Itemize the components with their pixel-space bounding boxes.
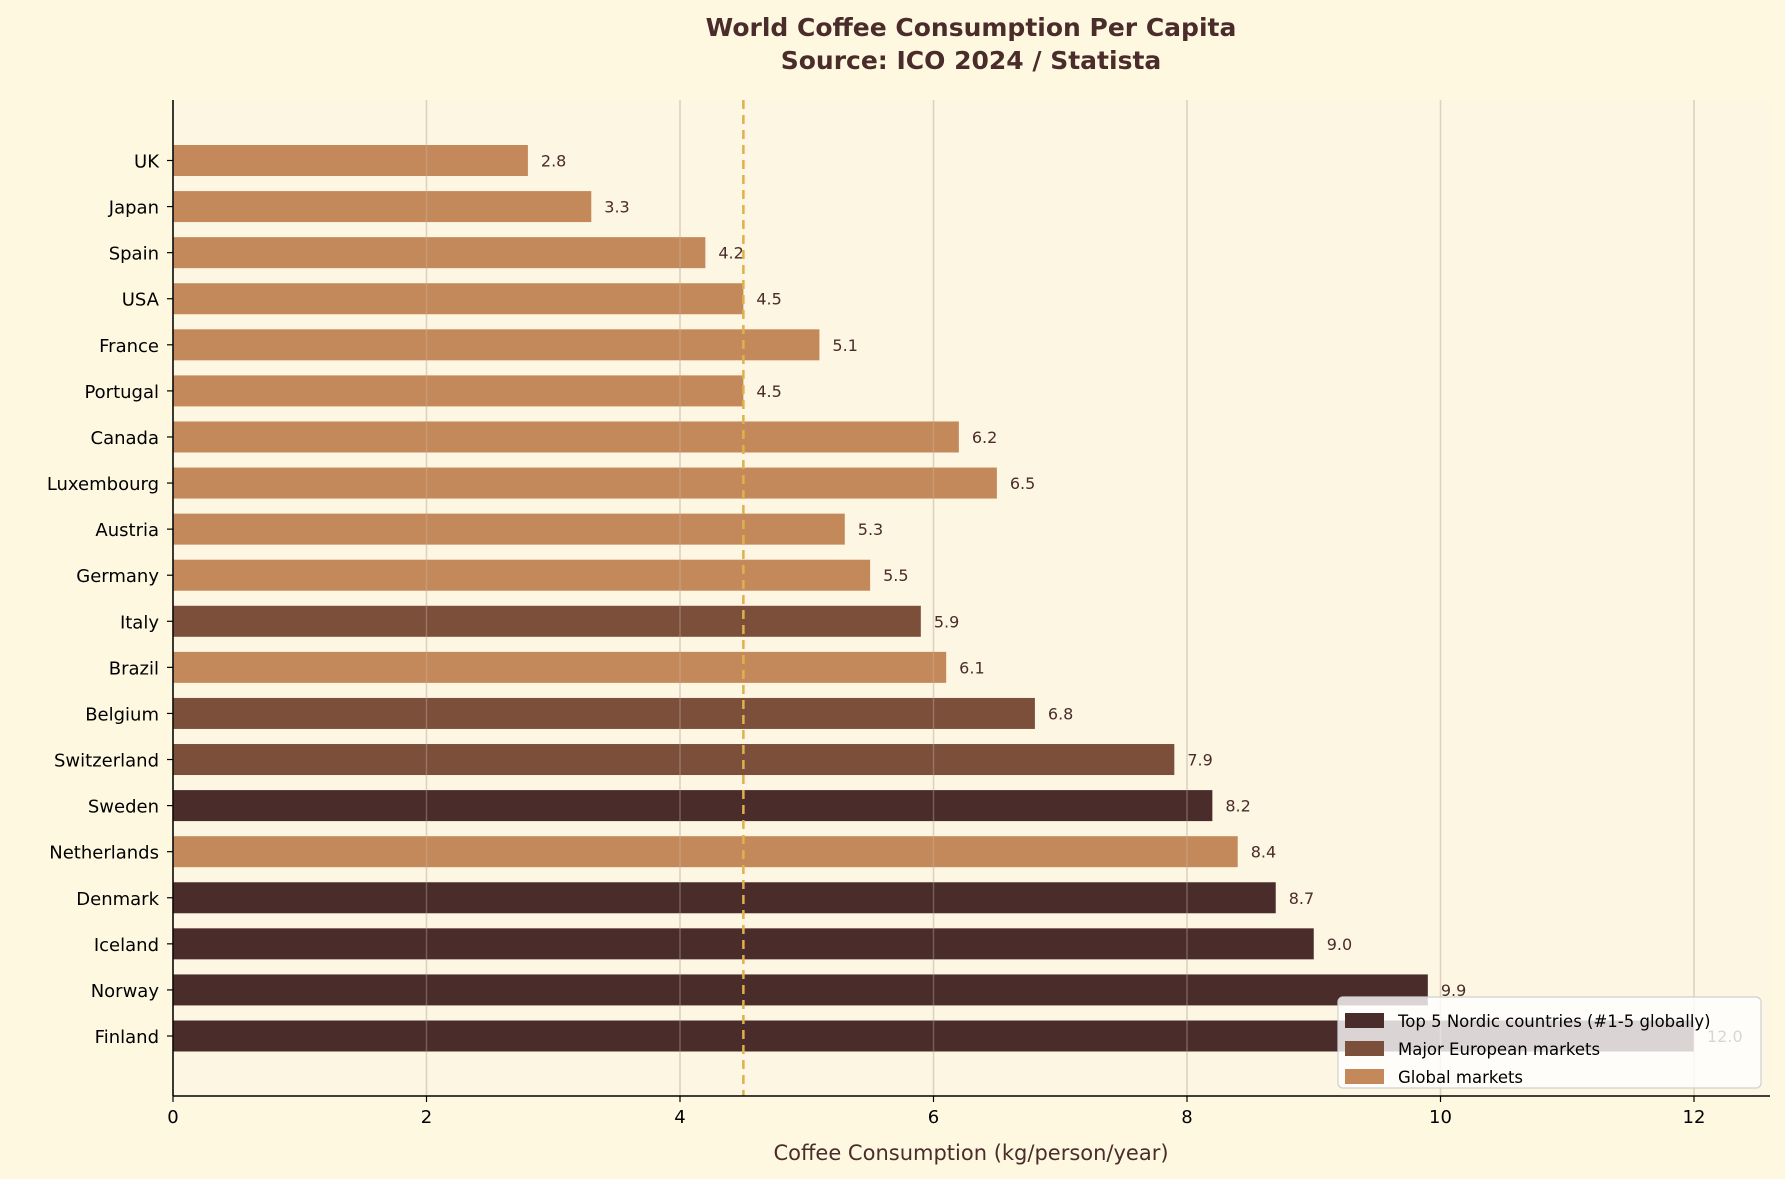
data-label: 4.5: [756, 382, 781, 401]
x-tick-label: 12: [1683, 1107, 1706, 1128]
y-tick-label: Austria: [95, 520, 159, 541]
chart-title: World Coffee Consumption Per Capita: [706, 13, 1237, 42]
bar-switzerland: [173, 744, 1175, 776]
legend: Top 5 Nordic countries (#1-5 globally) Ma…: [1337, 996, 1762, 1089]
data-label: 9.9: [1441, 981, 1466, 1000]
data-label: 7.9: [1187, 751, 1212, 770]
y-tick-label: Netherlands: [49, 843, 159, 864]
y-tick-label: Brazil: [109, 658, 159, 679]
y-tick-label: Italy: [120, 612, 159, 633]
data-label: 5.9: [934, 612, 959, 631]
legend-swatch-global: [1345, 1069, 1384, 1084]
bar-spain: [173, 237, 706, 269]
bar-france: [173, 329, 820, 361]
y-tick-label: Iceland: [94, 935, 159, 956]
data-label: 6.5: [1010, 474, 1035, 493]
y-tick-label: Canada: [91, 428, 160, 449]
bar-sweden: [173, 790, 1213, 822]
data-label: 5.1: [832, 336, 857, 355]
x-tick-label: 6: [928, 1107, 939, 1128]
bar-denmark: [173, 882, 1276, 914]
legend-label-european: Major European markets: [1398, 1040, 1600, 1059]
x-tick-label: 8: [1181, 1107, 1192, 1128]
bar-norway: [173, 974, 1428, 1006]
y-tick-label: Japan: [108, 198, 159, 219]
legend-frame: [1337, 996, 1762, 1089]
bar-canada: [173, 421, 959, 453]
bar-netherlands: [173, 836, 1238, 868]
legend-swatch-nordic: [1345, 1013, 1384, 1028]
y-tick-label: Belgium: [85, 704, 159, 725]
data-label: 4.2: [718, 244, 743, 263]
x-tick-label: 4: [674, 1107, 685, 1128]
data-label: 6.1: [959, 658, 984, 677]
data-label: 8.7: [1289, 889, 1314, 908]
y-tick-label: Luxembourg: [47, 474, 159, 495]
bar-germany: [173, 559, 871, 591]
y-tick-label: Portugal: [84, 382, 159, 403]
y-tick-label: UK: [134, 152, 160, 173]
bar-luxembourg: [173, 467, 997, 499]
y-tick-label: Switzerland: [54, 751, 159, 772]
data-label: 9.0: [1327, 935, 1352, 954]
y-tick-label: USA: [122, 290, 160, 311]
y-tick-label: Finland: [95, 1027, 159, 1048]
x-tick-label: 10: [1429, 1107, 1452, 1128]
y-tick-label: Sweden: [88, 797, 159, 818]
legend-label-nordic: Top 5 Nordic countries (#1-5 globally): [1397, 1012, 1711, 1031]
y-tick-label: Spain: [109, 244, 159, 265]
data-label: 5.5: [883, 566, 908, 585]
bar-uk: [173, 145, 528, 176]
y-tick-label: France: [99, 336, 159, 357]
x-tick-label: 0: [167, 1107, 178, 1128]
data-label: 2.8: [541, 152, 566, 171]
bar-austria: [173, 513, 845, 545]
bar-belgium: [173, 697, 1035, 729]
bar-japan: [173, 191, 592, 223]
data-label: 6.2: [972, 428, 997, 447]
bar-brazil: [173, 651, 947, 683]
data-label: 3.3: [604, 198, 629, 217]
data-label: 8.4: [1251, 843, 1276, 862]
y-tick-label: Germany: [76, 566, 159, 587]
bar-usa: [173, 283, 744, 315]
chart-subtitle: Source: ICO 2024 / Statista: [781, 46, 1162, 75]
bar-portugal: [173, 375, 744, 407]
x-tick-label: 2: [421, 1107, 432, 1128]
data-label: 6.8: [1048, 704, 1073, 723]
bar-italy: [173, 605, 921, 637]
data-label: 8.2: [1225, 797, 1250, 816]
data-label: 5.3: [858, 520, 883, 539]
y-tick-label: Denmark: [76, 889, 159, 910]
legend-label-global: Global markets: [1398, 1068, 1523, 1087]
legend-swatch-european: [1345, 1041, 1384, 1056]
x-axis-label: Coffee Consumption (kg/person/year): [773, 1141, 1168, 1165]
y-tick-label: Norway: [91, 981, 160, 1002]
data-label: 4.5: [756, 290, 781, 309]
